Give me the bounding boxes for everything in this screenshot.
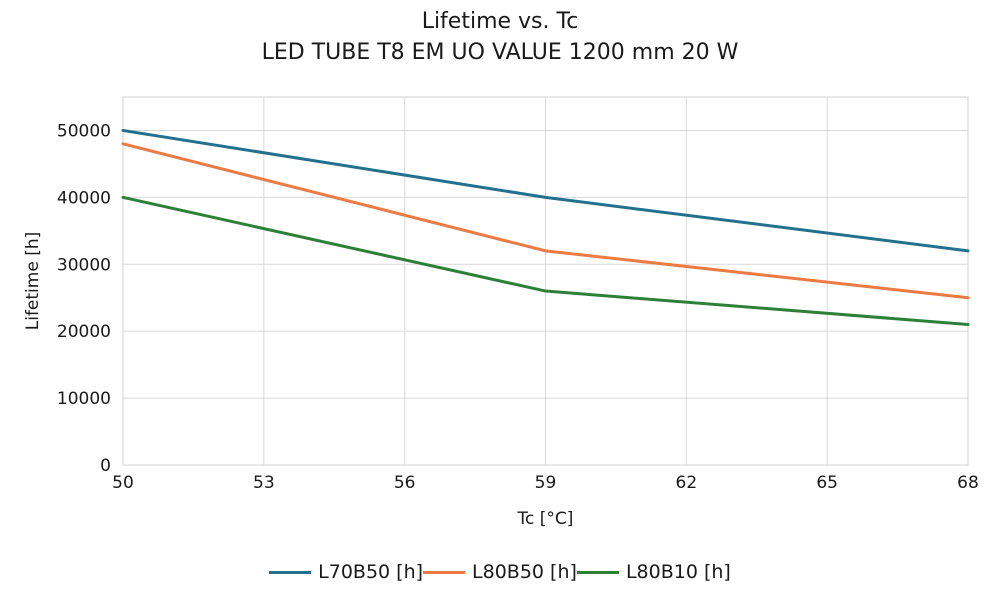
y-tick-label: 40000 — [57, 188, 111, 208]
legend-item: L80B50 [h] — [423, 560, 577, 584]
legend-item: L70B50 [h] — [269, 560, 423, 584]
series-line-l70b50 — [121, 128, 970, 253]
x-tick-label: 65 — [816, 473, 838, 493]
x-tick-label: 62 — [676, 473, 698, 493]
x-axis-title: Tc [°C] — [517, 509, 574, 529]
x-tick-label: 53 — [253, 473, 275, 493]
legend-label: L80B10 [h] — [625, 561, 731, 583]
x-tick-label: 56 — [394, 473, 416, 493]
chart-title: Lifetime vs. Tc — [421, 9, 579, 34]
legend-line-swatch — [576, 570, 619, 574]
legend-line-swatch — [423, 570, 466, 574]
x-tick-label: 68 — [957, 473, 979, 493]
y-tick-label: 10000 — [57, 389, 111, 409]
legend-line-swatch — [269, 570, 312, 574]
chart-legend: L70B50 [h] L80B50 [h] L80B10 [h] — [0, 560, 1000, 584]
chart-subtitle: LED TUBE T8 EM UO VALUE 1200 mm 20 W — [261, 40, 739, 65]
series-line-l80b10 — [121, 195, 970, 326]
y-tick-label: 0 — [100, 456, 111, 476]
y-tick-label: 30000 — [57, 255, 111, 275]
x-tick-label: 50 — [112, 473, 134, 493]
y-tick-label: 50000 — [57, 121, 111, 141]
plot-border — [122, 96, 969, 466]
legend-label: L80B50 [h] — [472, 561, 577, 583]
legend-label: L70B50 [h] — [318, 561, 424, 583]
series-line-l80b50 — [121, 142, 970, 300]
y-axis-title: Lifetime [h] — [23, 232, 43, 331]
legend-item: L80B10 [h] — [576, 560, 731, 584]
y-tick-label: 20000 — [57, 322, 111, 342]
x-tick-label: 59 — [535, 473, 557, 493]
